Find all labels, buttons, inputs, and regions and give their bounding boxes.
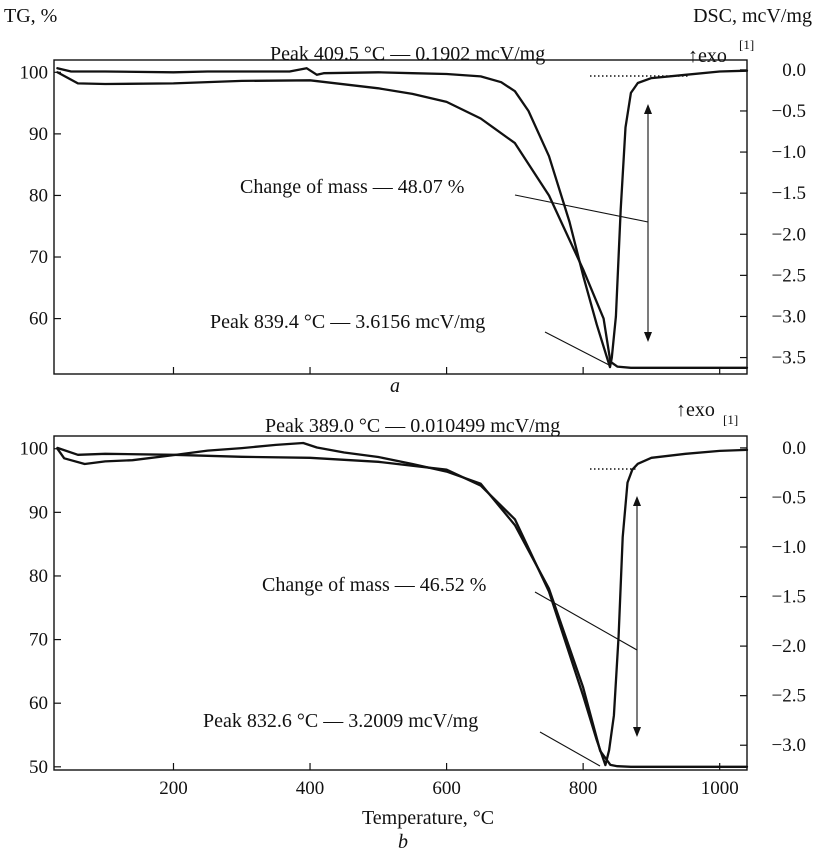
panel-b: 100 90 80 70 60 50 0.0 −0.5 −1.0 −1.5 −2.0 −2.5 −3.… xyxy=(20,399,807,799)
left-tick-label-a: 90 xyxy=(29,124,48,145)
peak-top-annotation-b: Peak 389.0 °C — 0.010499 mcV/mg xyxy=(265,415,560,437)
left-tick-label-a: 100 xyxy=(20,62,49,83)
x-tick-label: 800 xyxy=(569,778,598,799)
mass-change-annotation-a: Change of mass — 48.07 % xyxy=(240,176,464,198)
x-tick-label: 200 xyxy=(159,778,188,799)
tg-axis-title: TG, % xyxy=(4,5,57,27)
dsc-curve-b xyxy=(56,446,749,767)
x-ticks-a xyxy=(172,367,721,374)
panel-a: 100 90 80 70 60 0.0 −0.5 −1.0 −1.5 −2.0 −2.5 −3.0 −… xyxy=(20,37,807,397)
x-ticks-b: 200 400 600 800 1000 xyxy=(159,763,739,799)
mass-change-leader-b xyxy=(534,591,638,651)
mass-change-leader-a xyxy=(514,194,649,223)
peak-top-annotation-a: Peak 409.5 °C — 0.1902 mcV/mg xyxy=(270,43,545,65)
x-tick-label: 600 xyxy=(432,778,461,799)
peak-bottom-annotation-a: Peak 839.4 °C — 3.6156 mcV/mg xyxy=(210,311,485,333)
right-tick-label-a: 0.0 xyxy=(782,60,806,81)
peak-bottom-leader-a xyxy=(544,331,612,367)
right-tick-label-b: −0.5 xyxy=(772,487,806,508)
right-tick-label-b: −3.0 xyxy=(772,735,806,756)
exo-label-b: ↑exo xyxy=(676,399,715,421)
left-tick-label-b: 80 xyxy=(29,566,48,587)
exo-label-a: ↑exo xyxy=(688,45,727,67)
dsc-axis-title: DSC, mcV/mg xyxy=(693,5,812,27)
exo-unit-a: [1] xyxy=(739,37,754,52)
x-tick-label: 1000 xyxy=(701,778,739,799)
right-tick-label-a: −3.0 xyxy=(772,306,806,327)
right-ticks-b: 0.0 −0.5 −1.0 −1.5 −2.0 −2.5 −3.0 xyxy=(740,438,806,756)
left-tick-label-a: 80 xyxy=(29,185,48,206)
left-tick-label-a: 70 xyxy=(29,247,48,268)
dsc-curve-a xyxy=(56,67,749,369)
right-tick-label-b: 0.0 xyxy=(782,438,806,459)
right-tick-label-b: −1.0 xyxy=(772,537,806,558)
right-ticks-a: 0.0 −0.5 −1.0 −1.5 −2.0 −2.5 −3.0 −3.5 xyxy=(740,60,806,369)
right-tick-label-a: −2.0 xyxy=(772,224,806,245)
right-tick-label-a: −2.5 xyxy=(772,265,806,286)
right-tick-label-b: −2.0 xyxy=(772,636,806,657)
x-tick-label: 400 xyxy=(296,778,325,799)
left-ticks-b: 100 90 80 70 60 50 xyxy=(20,439,61,778)
left-tick-label-b: 70 xyxy=(29,630,48,651)
x-axis-title: Temperature, °C xyxy=(362,807,494,829)
left-tick-label-b: 90 xyxy=(29,502,48,523)
right-tick-label-a: −0.5 xyxy=(772,101,806,122)
plot-frame-b xyxy=(53,435,748,771)
right-tick-label-b: −2.5 xyxy=(772,686,806,707)
right-tick-label-a: −1.0 xyxy=(772,142,806,163)
panel-label-b: b xyxy=(398,831,408,853)
exo-unit-b: [1] xyxy=(723,412,738,427)
right-tick-label-b: −1.5 xyxy=(772,587,806,608)
right-tick-label-a: −1.5 xyxy=(772,183,806,204)
left-tick-label-a: 60 xyxy=(29,309,48,330)
right-tick-label-a: −3.5 xyxy=(772,348,806,369)
plot-frame-a xyxy=(53,59,748,375)
left-ticks-a: 100 90 80 70 60 xyxy=(20,62,61,330)
panel-label-a: a xyxy=(390,375,400,397)
peak-bottom-leader-b xyxy=(539,731,601,767)
peak-bottom-annotation-b: Peak 832.6 °C — 3.2009 mcV/mg xyxy=(203,710,478,732)
tg-curve-b xyxy=(56,441,749,768)
left-tick-label-b: 50 xyxy=(29,757,48,778)
mass-change-annotation-b: Change of mass — 46.52 % xyxy=(262,574,486,596)
left-tick-label-b: 100 xyxy=(20,439,49,460)
left-tick-label-b: 60 xyxy=(29,693,48,714)
tg-curve-a xyxy=(56,71,749,369)
